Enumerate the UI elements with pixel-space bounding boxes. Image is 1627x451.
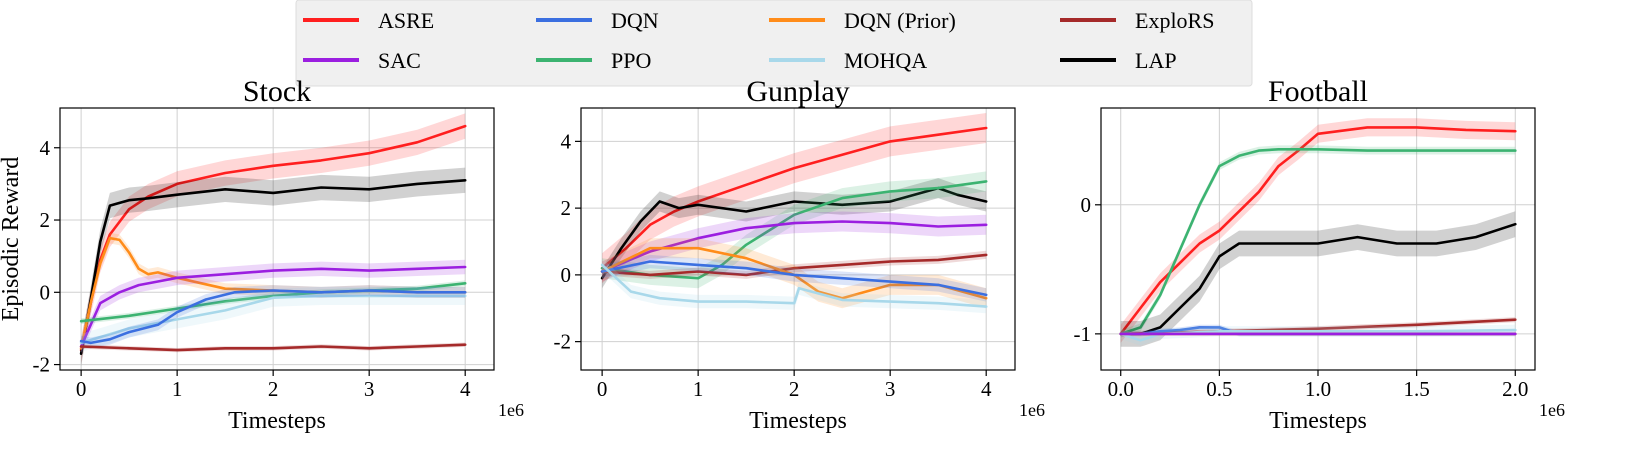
plot-frame	[580, 107, 1016, 371]
series-line-sac	[79, 265, 467, 348]
legend-label-lap: LAP	[1135, 48, 1177, 73]
band-asre	[81, 113, 466, 363]
panel-football: 0.0 0.5 1.0 1.5 2.0 -1 0 Football Timesteps 1e6	[1074, 75, 1566, 434]
band-mohqa	[602, 258, 987, 314]
series-group	[600, 113, 988, 314]
x-tick-label: 2	[268, 377, 279, 401]
x-tick-label: 0	[76, 377, 87, 401]
x-tick-label: 4	[460, 377, 471, 401]
series-line-mohqa	[600, 263, 988, 308]
x-axis-multiplier: 1e6	[1019, 400, 1045, 420]
y-tick-label: 0	[40, 280, 51, 304]
series-line-mohqa	[1119, 328, 1517, 342]
band-lap	[81, 167, 466, 367]
band-ppo	[602, 171, 987, 289]
series-line-dqn-prior	[600, 246, 988, 300]
x-tick-label: 1	[172, 377, 183, 401]
series-line-lap	[1119, 222, 1517, 336]
series-line-explors	[79, 343, 467, 352]
series-line-asre	[1119, 126, 1517, 336]
legend: ASRE DQN DQN (Prior) ExploRS SAC PPO MOHQA LAP	[295, 0, 1253, 87]
series-line-asre	[600, 126, 988, 270]
x-tick-label: 3	[885, 377, 896, 401]
x-tick-label: 0.5	[1206, 377, 1232, 401]
y-axis-label: Episodic Reward	[0, 157, 24, 322]
series-line-ppo	[1119, 148, 1517, 336]
series-line-lap	[79, 179, 467, 356]
x-tick-label: 0.0	[1108, 377, 1134, 401]
series-line-ppo	[79, 281, 467, 323]
x-axis-label: Timesteps	[228, 408, 326, 434]
chart-title: Stock	[243, 75, 311, 108]
x-tick-label: 3	[364, 377, 375, 401]
y-tick-label: 4	[561, 129, 572, 153]
band-sac	[602, 211, 987, 282]
legend-label-explors: ExploRS	[1135, 8, 1214, 33]
x-tick-label: 2.0	[1502, 377, 1528, 401]
x-axis-label: Timesteps	[1269, 408, 1367, 434]
x-tick-label: 0	[597, 377, 608, 401]
y-tick-label: 0	[1081, 193, 1092, 217]
y-tick-label: 4	[40, 136, 51, 160]
series-group	[79, 113, 467, 367]
legend-label-dqn-prior: DQN (Prior)	[844, 8, 956, 33]
y-tick-label: 2	[561, 196, 572, 220]
legend-label-dqn: DQN	[611, 8, 659, 33]
chart-title: Football	[1268, 75, 1368, 108]
x-tick-label: 2	[789, 377, 800, 401]
panel-gunplay: 0 1 2 3 4 -2 0 2 4 Gunplay Timesteps 1e6	[554, 75, 1046, 434]
legend-label-ppo: PPO	[611, 48, 651, 73]
x-axis-multiplier: 1e6	[498, 400, 524, 420]
x-axis-label: Timesteps	[749, 408, 847, 434]
y-tick-label: -2	[554, 330, 572, 354]
y-tick-label: 0	[561, 263, 572, 287]
y-tick-label: 2	[40, 208, 51, 232]
series-line-ppo	[600, 180, 988, 280]
panel-stock: 0 1 2 3 4 -2 0 2 4 Stock Timesteps 1e6 Episodic Rewa…	[0, 75, 524, 434]
series-line-mohqa	[79, 294, 467, 345]
series-line-explors	[600, 253, 988, 277]
series-line-dqn	[79, 289, 467, 345]
y-tick-label: -1	[1074, 322, 1092, 346]
legend-label-mohqa: MOHQA	[844, 48, 927, 73]
band-dqn-prior	[602, 238, 987, 309]
band-lap	[1120, 211, 1516, 347]
band-dqn	[602, 254, 987, 302]
y-tick-label: -2	[33, 353, 51, 377]
plot-frame	[59, 107, 495, 371]
band-asre	[602, 113, 987, 284]
band-dqn-prior	[81, 232, 466, 354]
series-line-dqn	[600, 260, 988, 297]
x-tick-label: 4	[981, 377, 992, 401]
band-mohqa	[81, 286, 466, 352]
x-tick-label: 1.5	[1404, 377, 1430, 401]
band-sac	[81, 259, 466, 354]
x-tick-label: 1	[693, 377, 704, 401]
x-tick-label: 1.0	[1305, 377, 1331, 401]
legend-label-sac: SAC	[378, 48, 421, 73]
legend-label-asre: ASRE	[378, 8, 434, 33]
x-axis-multiplier: 1e6	[1539, 400, 1565, 420]
chart-title: Gunplay	[746, 75, 849, 108]
legend-frame	[295, 0, 1253, 87]
series-group	[1119, 118, 1517, 347]
